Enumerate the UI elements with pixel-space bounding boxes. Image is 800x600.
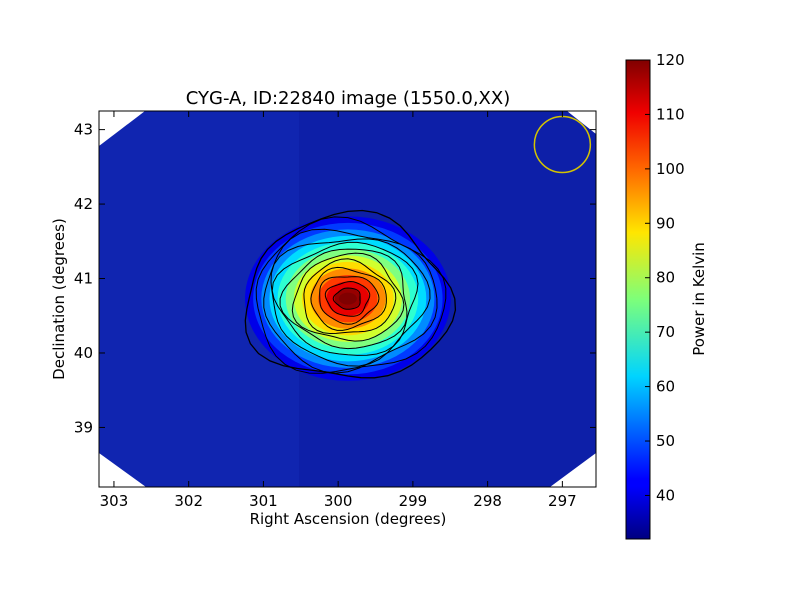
- colorbar-tick-label: 50: [656, 432, 675, 450]
- contour-line: [255, 216, 447, 374]
- x-tick-label: 300: [324, 492, 353, 510]
- contour-line: [271, 241, 419, 356]
- y-tick-label: 42: [74, 195, 93, 213]
- colorbar: [625, 59, 651, 540]
- colorbar-tick-label: 80: [656, 269, 675, 287]
- corner-mask: [567, 111, 596, 134]
- x-tick-label: 299: [399, 492, 428, 510]
- colorbar-tick-label: 100: [656, 160, 685, 178]
- contour-line: [324, 280, 371, 317]
- contour-line: [303, 258, 397, 335]
- colorbar-ticks: 40 50 60 70 80 90 100 110 120: [645, 51, 685, 504]
- y-axis-label: Declination (degrees): [50, 218, 68, 380]
- heat-peak: [338, 292, 357, 305]
- contour-line: [319, 276, 380, 325]
- corner-mask: [99, 453, 146, 487]
- contour-line: [279, 248, 408, 350]
- y-tick-label: 43: [74, 121, 93, 139]
- chart-title: CYG-A, ID:22840 image (1550.0,XX): [186, 88, 510, 109]
- y-tick-label: 41: [74, 270, 93, 288]
- contour-line: [291, 252, 405, 342]
- colorbar-tick-label: 40: [656, 486, 675, 504]
- colorbar-label: Power in Kelvin: [690, 242, 708, 356]
- plot-area: [99, 111, 596, 487]
- colorbar-tick-label: 110: [656, 105, 685, 123]
- y-tick-label: 39: [74, 418, 93, 436]
- plot-frame: [98, 110, 597, 488]
- x-tick-label: 298: [473, 492, 502, 510]
- contour-line: [332, 287, 361, 310]
- y-axis: 39 40 41 42 43: [74, 121, 596, 436]
- x-axis-label: Right Ascension (degrees): [250, 510, 447, 528]
- colorbar-tick-label: 60: [656, 378, 675, 396]
- colorbar-tick-label: 120: [656, 51, 685, 69]
- x-tick-label: 303: [100, 492, 129, 510]
- y-tick-label: 40: [74, 344, 93, 362]
- contour-lines: [244, 209, 457, 379]
- x-tick-label: 301: [249, 492, 278, 510]
- contour-line: [310, 266, 387, 331]
- corner-mask: [99, 111, 145, 146]
- x-tick-label: 297: [548, 492, 577, 510]
- x-axis: 303 302 301 300 299 298 297: [100, 111, 577, 510]
- colorbar-tick-label: 90: [656, 214, 675, 232]
- contour-line: [244, 209, 457, 379]
- corner-mask: [550, 453, 596, 487]
- contour-line: [270, 238, 431, 367]
- colorbar-tick-label: 70: [656, 323, 675, 341]
- x-tick-label: 302: [174, 492, 203, 510]
